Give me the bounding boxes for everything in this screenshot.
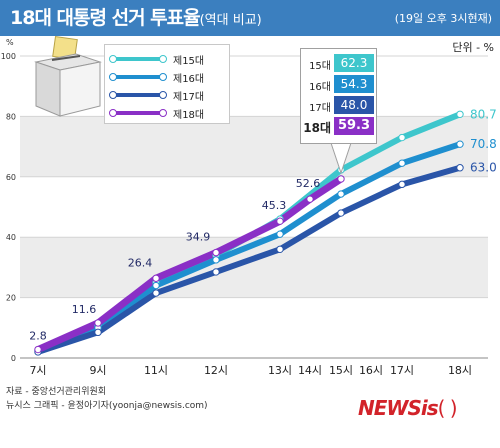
data-point	[337, 190, 345, 198]
data-point	[398, 180, 406, 189]
legend-item: 제16대	[109, 70, 227, 85]
unit-label: 단위 - %	[452, 41, 494, 54]
x-tick-label: 13시	[268, 364, 292, 377]
callout-value: 62.3	[334, 54, 374, 72]
y-axis-unit: %	[6, 38, 14, 47]
y-tick-label: 20	[6, 294, 16, 303]
data-point	[276, 245, 284, 253]
title-subtitle: (역대 비교)	[199, 13, 262, 28]
x-tick-label: 9시	[89, 364, 106, 377]
data-label: 11.6	[72, 303, 97, 316]
credit-note: 뉴시스 그래픽 - 윤정아기자(yoonja@newsis.com)	[6, 401, 208, 411]
data-point	[456, 110, 464, 118]
data-label: 45.3	[262, 199, 287, 212]
timestamp: (19일 오후 3시현재)	[394, 12, 492, 25]
y-tick-label: 40	[6, 233, 16, 242]
data-point	[276, 217, 284, 225]
newsis-logo: NEWSis( )	[358, 396, 458, 420]
x-tick-label: 17시	[390, 364, 414, 377]
callout-value: 48.0	[334, 96, 374, 114]
callout-year: 17대	[309, 103, 331, 114]
x-tick-label: 18시	[448, 364, 472, 377]
callout-year: 15대	[309, 61, 331, 72]
legend-swatch	[109, 109, 167, 117]
data-point	[276, 230, 284, 238]
data-point	[337, 175, 345, 183]
data-point	[212, 248, 220, 257]
x-tick-label: 12시	[204, 364, 228, 377]
logo-paren: ( )	[437, 396, 458, 420]
x-tick-label: 11시	[144, 364, 168, 377]
data-point	[94, 319, 102, 327]
data-label: 26.4	[128, 256, 153, 269]
y-tick-label: 0	[11, 354, 16, 363]
legend-label: 제15대	[173, 56, 205, 67]
data-point	[337, 209, 345, 217]
legend-label: 제17대	[173, 92, 205, 103]
y-tick-label: 100	[1, 52, 16, 61]
chart-title: 18대 대통령 선거 투표율(역대 비교)	[10, 3, 262, 30]
grid-band	[20, 116, 488, 177]
ballot-box-icon	[34, 36, 102, 117]
series-line	[35, 141, 463, 354]
data-point	[212, 268, 220, 276]
end-label: 70.8	[470, 137, 497, 151]
legend-item: 제17대	[109, 88, 227, 103]
data-point	[398, 133, 406, 142]
data-point	[306, 195, 314, 203]
callout-row: 15대 62.3	[301, 53, 376, 73]
callout-year: 18대	[303, 121, 331, 135]
data-label: 2.8	[29, 330, 47, 343]
data-point	[152, 281, 160, 290]
title-main: 18대 대통령 선거 투표율	[10, 7, 201, 29]
line-chart: 0 20 40 60 80 100 7시 9시 11시 12시 13시 14시 15시 16시 17시 18시…	[1, 52, 497, 377]
data-label: 34.9	[186, 231, 211, 244]
callout-row: 16대 54.3	[301, 74, 376, 94]
callout-row: 18대 59.3	[301, 116, 376, 136]
legend-swatch	[109, 73, 167, 81]
legend-label: 제16대	[173, 74, 205, 85]
end-label: 63.0	[470, 161, 497, 175]
data-label: 52.6	[296, 177, 321, 190]
legend-swatch	[109, 55, 167, 63]
series-line	[35, 164, 463, 355]
callout-box-15h: 15대 62.3 16대 54.3 17대 48.0 18대 59.3	[300, 48, 377, 144]
legend-swatch	[109, 91, 167, 99]
data-point	[152, 289, 160, 297]
data-point	[94, 328, 102, 337]
logo-text: NEWSis	[358, 396, 439, 420]
source-note: 자료 - 중앙선거관리위원회	[6, 387, 107, 397]
legend-item: 제15대	[109, 52, 227, 67]
x-tick-label: 16시	[359, 364, 383, 377]
header-bar: 18대 대통령 선거 투표율(역대 비교) (19일 오후 3시현재)	[0, 0, 500, 36]
x-tick-label: 14시	[298, 364, 322, 377]
legend-label: 제18대	[173, 110, 205, 121]
data-point	[212, 256, 220, 264]
callout-year: 16대	[309, 82, 331, 93]
y-tick-label: 80	[6, 112, 16, 121]
y-tick-label: 60	[6, 173, 16, 182]
legend-item: 제18대	[109, 106, 227, 121]
x-tick-label: 15시	[329, 364, 353, 377]
x-tick-label: 7시	[29, 364, 46, 377]
callout-row: 17대 48.0	[301, 95, 376, 115]
data-point	[152, 274, 160, 282]
data-point	[456, 140, 464, 148]
data-point	[456, 164, 464, 172]
data-point	[34, 345, 42, 354]
callout-value: 59.3	[334, 117, 374, 135]
data-point	[398, 159, 406, 167]
callout-value: 54.3	[334, 75, 374, 93]
end-label: 80.7	[470, 107, 497, 121]
